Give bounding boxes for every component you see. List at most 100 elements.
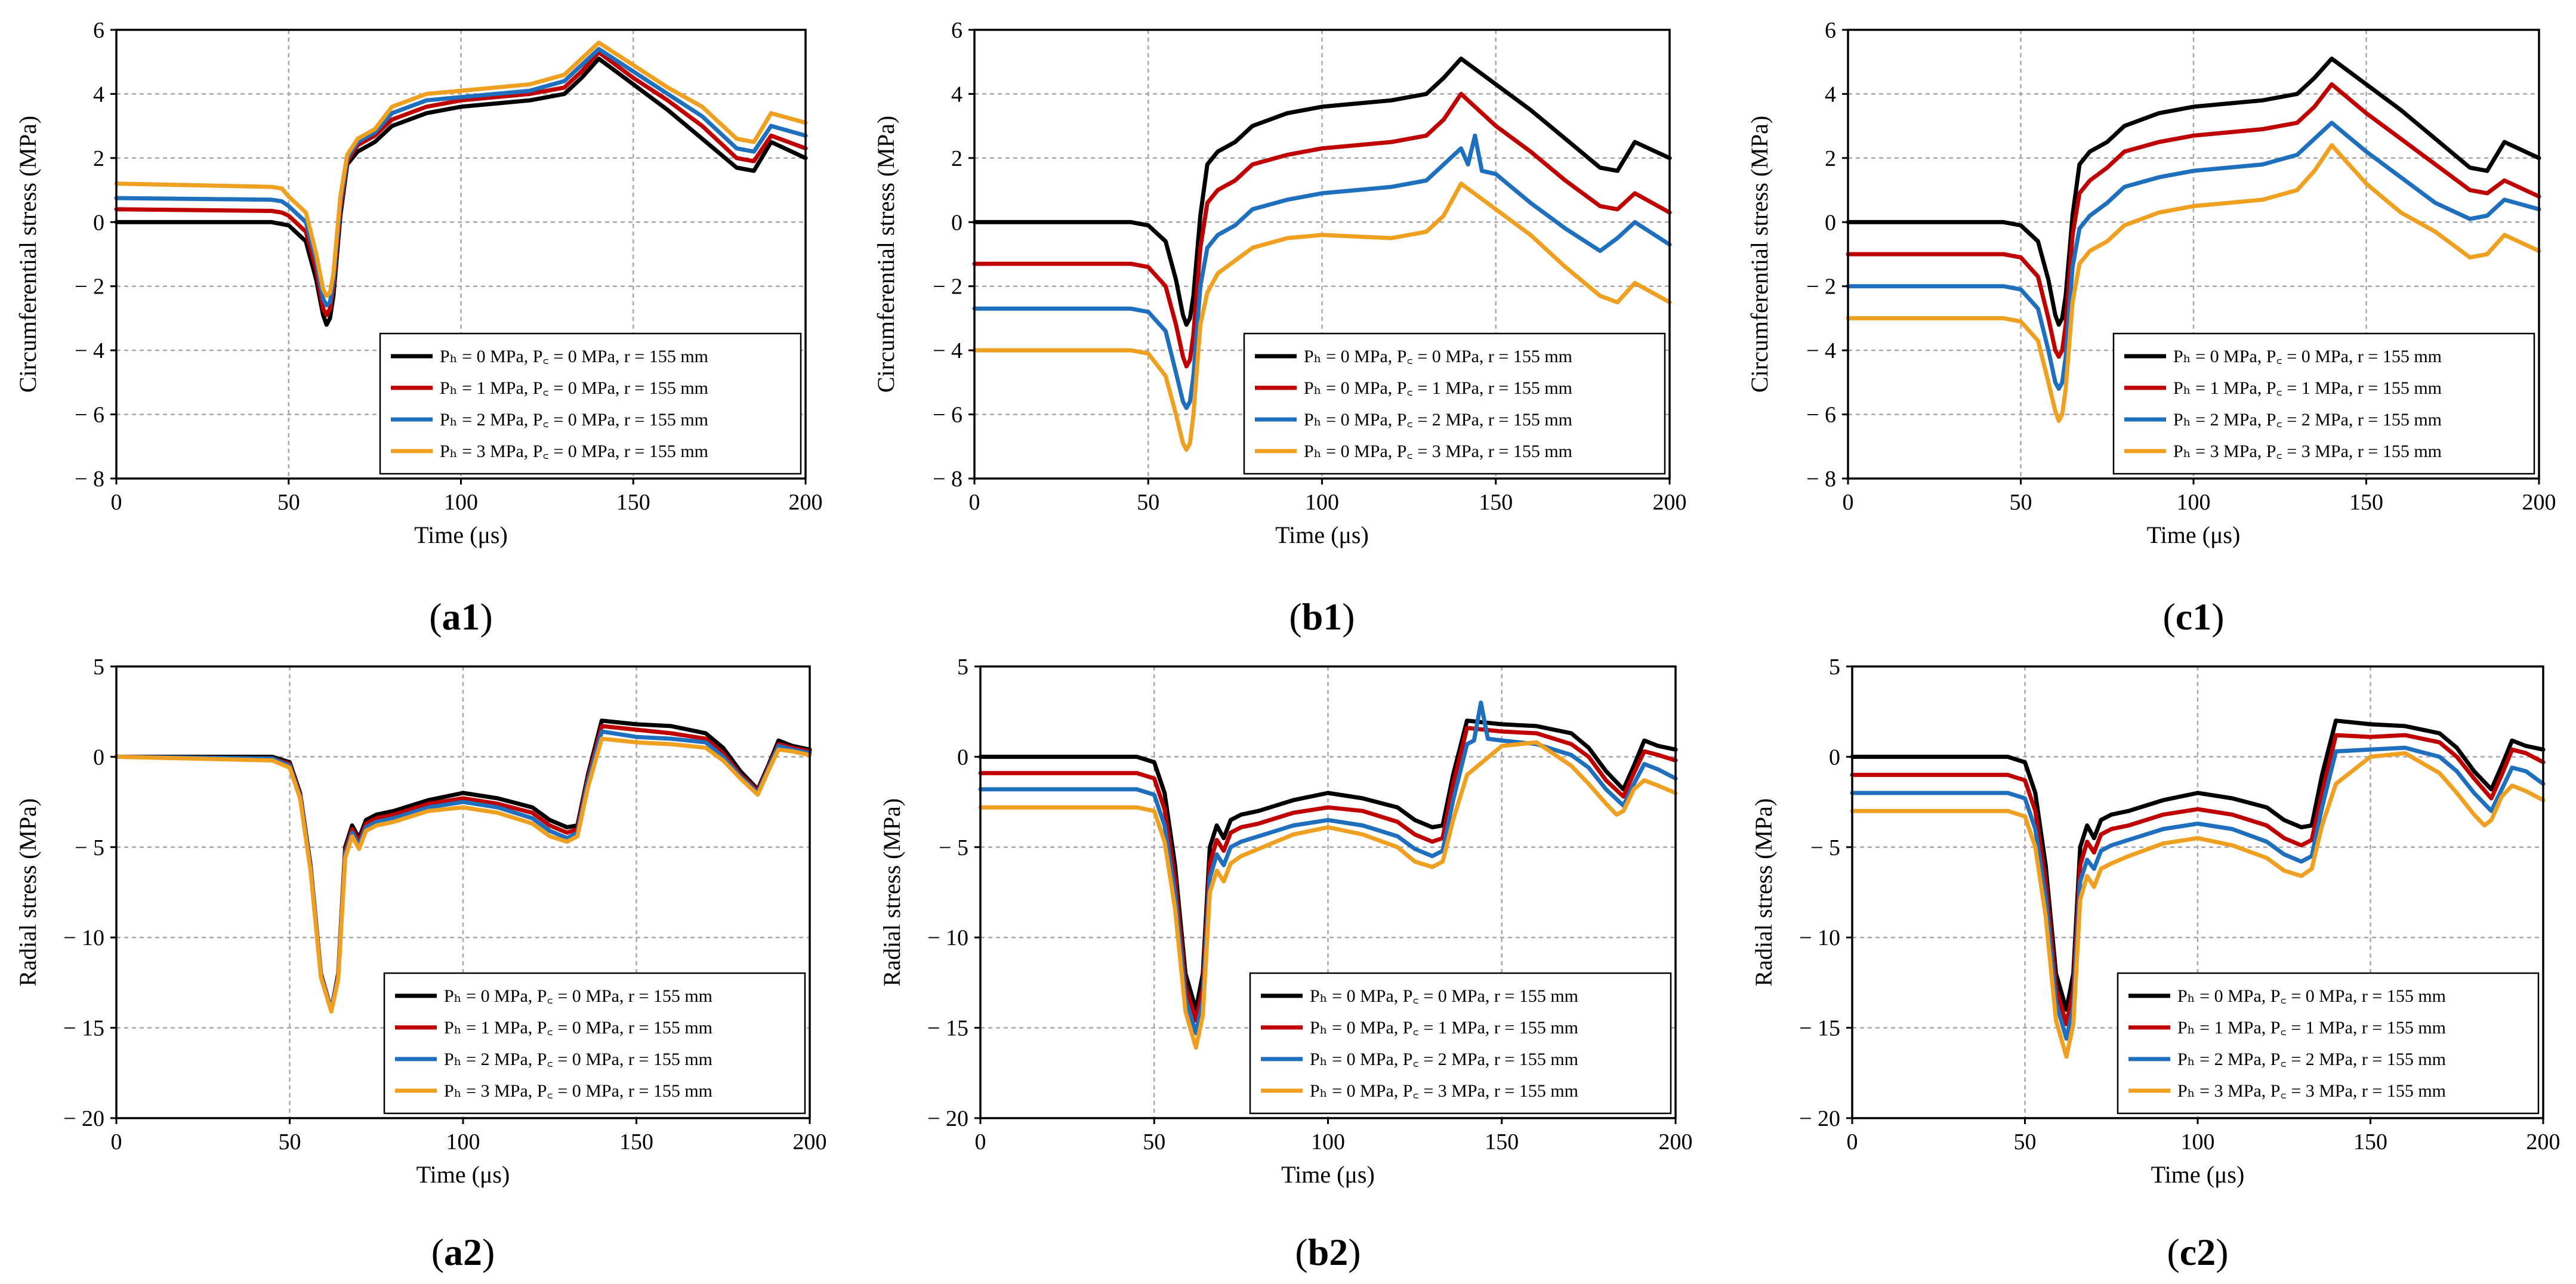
y-tick-label: 0: [951, 210, 962, 235]
series-line-2: [978, 726, 1678, 1023]
panel-caption: (c1): [2162, 595, 2224, 638]
x-axis-label: Time (μs): [417, 1161, 510, 1188]
y-tick-label: − 5: [1810, 835, 1840, 860]
caption-open: (: [2162, 595, 2175, 638]
series-line-1: [1846, 56, 2541, 327]
y-tick-label: − 8: [933, 467, 962, 492]
y-tick-label: − 10: [63, 925, 104, 950]
y-axis-label: Circumferential stress (MPa): [14, 116, 41, 393]
chart-panel-a2: 0 50 100 150 200 − 20 − 15 − 10 − 5 0 5 Time (μs) Ra…: [14, 655, 827, 1273]
panel-caption: (c2): [2167, 1231, 2228, 1273]
x-tick-label: 150: [619, 1129, 653, 1155]
chart-panel-c1: 0 50 100 150 200 − 8 − 6 − 4 − 2 0 2 4 6 Time (μs) Cir…: [1746, 18, 2556, 638]
series-line-3: [1846, 121, 2541, 391]
y-tick-label: − 4: [75, 338, 104, 363]
caption-letter: b: [1308, 1231, 1329, 1273]
legend-label: Pₕ = 2 MPa, P꜀ = 2 MPa, r = 155 mm: [2177, 1050, 2446, 1069]
x-axis-label: Time (μs): [1275, 521, 1369, 548]
legend-label: Pₕ = 3 MPa, P꜀ = 3 MPa, r = 155 mm: [2173, 442, 2442, 461]
y-tick-label: 4: [951, 82, 962, 107]
legend: Pₕ = 0 MPa, P꜀ = 0 MPa, r = 155 mm Pₕ = 1…: [2117, 972, 2540, 1115]
x-axis-label: Time (μs): [1281, 1161, 1375, 1188]
series-line-1: [972, 56, 1672, 327]
y-axis-label: Radial stress (MPa): [878, 798, 905, 987]
panel-caption: (a2): [431, 1231, 495, 1273]
x-axis-label: Time (μs): [414, 521, 508, 548]
x-tick-label: 50: [1137, 490, 1159, 515]
caption-letter: c: [2180, 1231, 2196, 1273]
legend-box: [1243, 332, 1666, 475]
legend-label: Pₕ = 3 MPa, P꜀ = 0 MPa, r = 155 mm: [444, 1081, 712, 1101]
y-tick-label: − 6: [75, 403, 104, 428]
legend-label: Pₕ = 0 MPa, P꜀ = 3 MPa, r = 155 mm: [1310, 1081, 1578, 1101]
y-tick-label: 5: [957, 655, 968, 680]
y-tick-label: − 15: [63, 1016, 104, 1041]
y-tick-label: − 2: [1806, 274, 1836, 300]
legend-label: Pₕ = 0 MPa, P꜀ = 0 MPa, r = 155 mm: [1310, 986, 1578, 1006]
y-tick-label: 0: [93, 210, 104, 235]
y-tick-label: − 4: [1806, 338, 1836, 363]
y-tick-label: 2: [1825, 146, 1836, 171]
x-tick-label: 100: [2181, 1129, 2215, 1155]
series-line-4: [114, 41, 808, 298]
chart-panel-c2: 0 50 100 150 200 − 20 − 15 − 10 − 5 0 5 Time (μs) Ra…: [1750, 655, 2560, 1273]
chart-panel-b2: 0 50 100 150 200 − 20 − 15 − 10 − 5 0 5 Time (μs) Ra…: [878, 655, 1693, 1273]
legend-label: Pₕ = 0 MPa, P꜀ = 0 MPa, r = 155 mm: [444, 986, 712, 1006]
y-tick-label: − 10: [1799, 925, 1840, 950]
x-tick-label: 200: [1653, 490, 1687, 515]
x-tick-label: 150: [2353, 1129, 2387, 1155]
x-tick-label: 150: [2349, 490, 2383, 515]
y-tick-label: − 20: [927, 1106, 968, 1131]
y-tick-label: − 2: [75, 274, 104, 300]
series-line-1: [1850, 718, 2546, 1012]
series-line-4: [1846, 143, 2541, 423]
y-tick-label: 4: [1825, 82, 1836, 107]
x-tick-label: 0: [1843, 490, 1854, 515]
y-tick-label: − 2: [933, 274, 962, 300]
panel-caption: (b2): [1295, 1231, 1361, 1273]
series-line-4: [1850, 751, 2546, 1059]
series-line-3: [1850, 745, 2546, 1041]
legend-label: Pₕ = 0 MPa, P꜀ = 0 MPa, r = 155 mm: [2177, 986, 2446, 1006]
legend-box: [1249, 972, 1672, 1115]
y-tick-label: 5: [93, 655, 104, 680]
x-tick-label: 100: [444, 490, 478, 515]
y-tick-label: − 5: [939, 835, 968, 860]
legend: Pₕ = 0 MPa, P꜀ = 0 MPa, r = 155 mm Pₕ = 0…: [1243, 332, 1666, 475]
series-line-1: [114, 718, 812, 1012]
legend-label: Pₕ = 1 MPa, P꜀ = 1 MPa, r = 155 mm: [2177, 1018, 2446, 1038]
legend-label: Pₕ = 0 MPa, P꜀ = 3 MPa, r = 155 mm: [1304, 442, 1572, 461]
y-axis-label: Radial stress (MPa): [1750, 798, 1777, 987]
legend-label: Pₕ = 0 MPa, P꜀ = 1 MPa, r = 155 mm: [1310, 1018, 1578, 1038]
legend-label: Pₕ = 2 MPa, P꜀ = 2 MPa, r = 155 mm: [2173, 410, 2442, 430]
legend: Pₕ = 0 MPa, P꜀ = 0 MPa, r = 155 mm Pₕ = 1…: [379, 332, 802, 475]
y-tick-label: 0: [1825, 210, 1836, 235]
x-tick-label: 200: [789, 490, 823, 515]
y-tick-label: − 20: [63, 1106, 104, 1131]
legend-box: [2117, 972, 2540, 1115]
caption-number: 1: [461, 595, 480, 638]
y-tick-label: − 4: [933, 338, 962, 363]
x-tick-label: 200: [793, 1129, 827, 1155]
caption-open: (: [1295, 1231, 1307, 1273]
caption-letter: c: [2176, 595, 2192, 638]
caption-close: ): [1348, 1231, 1361, 1273]
y-tick-label: − 15: [1799, 1016, 1840, 1041]
x-tick-label: 100: [1305, 490, 1339, 515]
series-line-4: [978, 740, 1678, 1050]
chart-panel-b1: 0 50 100 150 200 − 8 − 6 − 4 − 2 0 2 4 6 Time (μs) Cir…: [872, 18, 1687, 638]
y-tick-label: 5: [1829, 655, 1840, 680]
legend-box: [383, 972, 806, 1115]
legend: Pₕ = 0 MPa, P꜀ = 0 MPa, r = 155 mm Pₕ = 0…: [1249, 972, 1672, 1115]
y-tick-label: − 5: [75, 835, 104, 860]
caption-open: (: [2167, 1231, 2179, 1273]
x-tick-label: 0: [975, 1129, 986, 1155]
y-axis-label: Radial stress (MPa): [14, 798, 41, 987]
x-tick-label: 200: [2522, 490, 2556, 515]
x-tick-label: 150: [1485, 1129, 1519, 1155]
x-tick-label: 150: [1479, 490, 1513, 515]
caption-close: ): [480, 595, 493, 638]
y-tick-label: 6: [93, 18, 104, 43]
legend-label: Pₕ = 0 MPa, P꜀ = 0 MPa, r = 155 mm: [1304, 347, 1572, 366]
